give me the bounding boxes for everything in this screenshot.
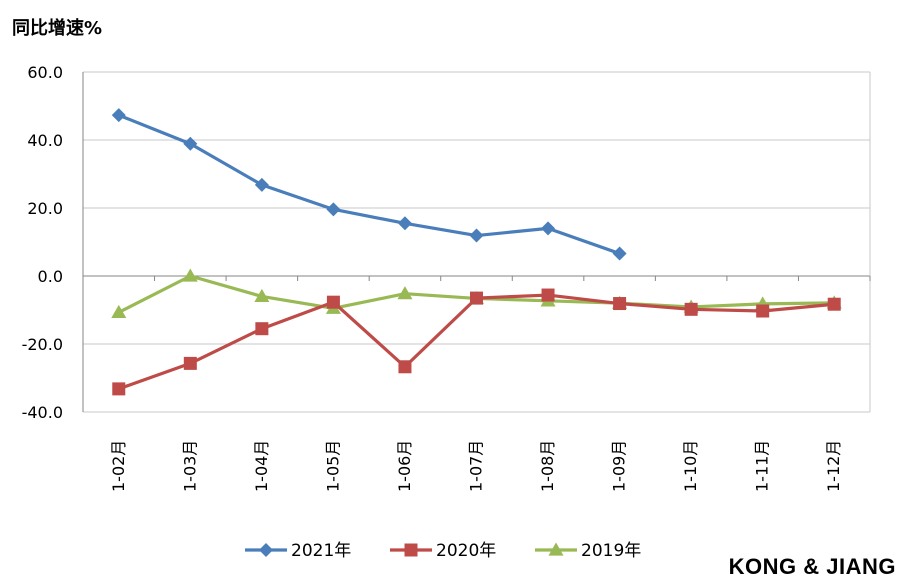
data-point-2020 xyxy=(470,291,483,305)
data-point-2020 xyxy=(756,304,770,318)
y-tick-label: 60.0 xyxy=(27,63,63,82)
data-point-2021 xyxy=(326,202,341,217)
x-tick-label: 1-08月 xyxy=(538,440,557,492)
x-tick-label: 1-04月 xyxy=(252,440,271,492)
legend-label-2020: 2020年 xyxy=(436,541,496,561)
data-point-2020 xyxy=(541,288,555,302)
x-tick-label: 1-03月 xyxy=(180,440,199,492)
data-point-2020 xyxy=(183,356,197,370)
y-axis-unit-label: 同比增速% xyxy=(12,18,103,39)
series-line-2020 xyxy=(118,293,835,391)
series-line-2021 xyxy=(118,113,621,256)
legend-marker-2020 xyxy=(404,543,418,557)
data-point-2019 xyxy=(397,286,413,300)
data-point-2019 xyxy=(254,288,270,303)
data-point-2020 xyxy=(326,295,340,309)
watermark: KONG & JIANG xyxy=(728,554,896,579)
data-point-2020 xyxy=(684,302,698,316)
data-point-2020 xyxy=(112,382,126,396)
legend-label-2021: 2021年 xyxy=(291,541,351,561)
data-point-2020 xyxy=(827,297,841,311)
y-tick-label: 40.0 xyxy=(27,131,63,150)
x-tick-label: 1-07月 xyxy=(467,440,486,492)
legend-marker-2019 xyxy=(548,542,564,556)
data-point-2020 xyxy=(613,297,627,311)
y-tick-label: 20.0 xyxy=(27,199,63,218)
data-point-2021 xyxy=(183,136,198,151)
x-tick-label: 1-02月 xyxy=(109,440,128,492)
data-point-2019 xyxy=(111,304,127,319)
x-tick-label: 1-12月 xyxy=(824,440,843,492)
x-tick-label: 1-10月 xyxy=(681,440,700,492)
legend-marker-2021 xyxy=(259,543,273,557)
x-tick-label: 1-09月 xyxy=(610,440,629,492)
data-point-2021 xyxy=(111,108,126,123)
data-point-2021 xyxy=(469,228,484,243)
x-tick-label: 1-05月 xyxy=(323,440,342,492)
x-tick-label: 1-06月 xyxy=(395,440,414,492)
y-tick-label: -40.0 xyxy=(22,403,63,422)
data-point-2021 xyxy=(397,216,412,231)
data-point-2020 xyxy=(255,322,269,336)
y-tick-label: 0.0 xyxy=(38,267,63,286)
data-point-2021 xyxy=(254,177,269,192)
data-point-2021 xyxy=(612,246,627,261)
data-point-2019 xyxy=(182,268,198,282)
data-point-2021 xyxy=(541,221,556,236)
legend-label-2019: 2019年 xyxy=(581,541,641,561)
data-point-2020 xyxy=(398,360,412,374)
y-tick-label: -20.0 xyxy=(22,335,63,354)
x-tick-label: 1-11月 xyxy=(753,440,772,492)
